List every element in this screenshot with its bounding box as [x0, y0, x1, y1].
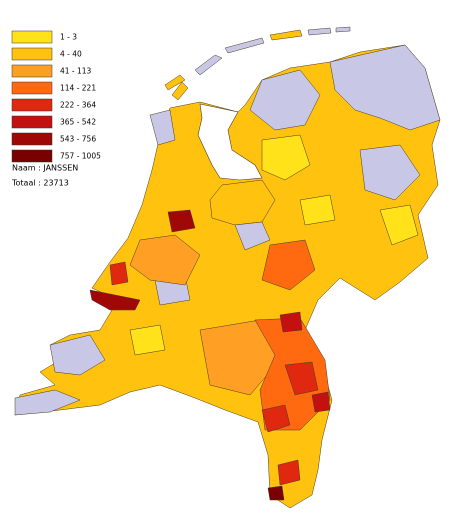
region: [199, 319, 281, 396]
island: [335, 26, 351, 33]
no-data: [329, 44, 441, 131]
legend-label: 543 - 756: [60, 135, 96, 144]
region: [267, 485, 285, 501]
region: [261, 404, 291, 433]
legend-label: 41 - 113: [60, 67, 92, 76]
legend-swatch: [11, 30, 53, 44]
legend-label: 114 - 221: [60, 84, 96, 93]
region: [279, 311, 303, 333]
region: [129, 234, 201, 286]
island: [224, 37, 265, 54]
legend-swatch: [11, 149, 53, 163]
island: [194, 54, 223, 76]
legend: 1 - 3 4 - 40 41 - 113 114 - 221 222 - 364 365…: [11, 30, 101, 163]
legend-swatch: [11, 64, 53, 78]
region: [109, 261, 129, 286]
legend-swatch: [11, 98, 53, 112]
region: [311, 391, 331, 413]
ijsselmeer: [197, 103, 263, 181]
no-data: [234, 221, 271, 251]
legend-swatch: [11, 47, 53, 61]
region: [261, 134, 311, 181]
no-data: [149, 109, 176, 146]
netherlands: [14, 26, 441, 509]
legend-swatch: [11, 81, 53, 95]
legend-swatch: [11, 132, 53, 146]
total: Totaal : 23713: [11, 179, 69, 188]
island: [307, 27, 332, 36]
no-data: [249, 69, 321, 131]
region: [379, 204, 419, 246]
no-data: [49, 334, 106, 376]
region: [284, 361, 319, 396]
legend-swatch: [11, 115, 53, 129]
island: [269, 29, 303, 41]
region: [277, 459, 301, 486]
no-data: [14, 389, 81, 416]
island: [164, 74, 186, 91]
legend-label: 1 - 3: [60, 33, 77, 42]
island: [171, 81, 189, 101]
legend-label: 757 - 1005: [60, 152, 101, 161]
region: [167, 209, 196, 233]
surname: Naam : JANSSEN: [12, 164, 78, 173]
legend-label: 4 - 40: [60, 50, 82, 59]
region: [89, 289, 141, 311]
region: [299, 194, 336, 226]
region: [129, 324, 166, 356]
legend-label: 222 - 364: [60, 101, 96, 110]
legend-label: 365 - 542: [60, 118, 96, 127]
no-data: [359, 144, 421, 201]
region: [261, 239, 316, 291]
